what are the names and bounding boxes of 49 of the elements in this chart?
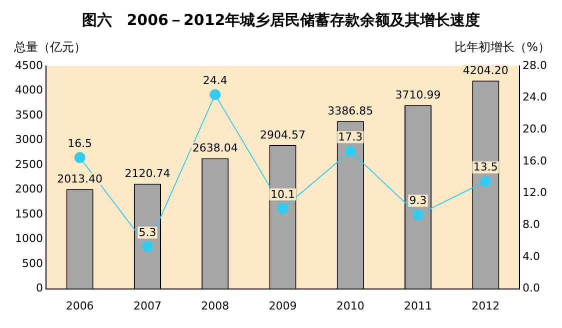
y-tick-label: 500 [22, 256, 43, 270]
x-tick-label: 2011 [404, 299, 432, 312]
x-tick-label: 2010 [336, 299, 364, 312]
y-tick-label: 4500 [14, 58, 43, 72]
data-label: 5.3 [138, 226, 156, 239]
data-label: 16.5 [68, 136, 92, 150]
y-tick-label: 1500 [14, 207, 43, 220]
point [344, 146, 356, 157]
y2-tick-label: 24.0 [522, 90, 548, 104]
y2-tick-label: 16.0 [522, 154, 548, 168]
y-tick-label: 2000 [14, 182, 43, 196]
data-label: 13.5 [473, 160, 498, 174]
data-label: 2638.04 [192, 142, 238, 155]
data-label: 2120.74 [124, 167, 170, 180]
y2-axis-title: 比年初增长（%） [454, 40, 550, 54]
y-tick-label: 0 [36, 282, 43, 295]
data-label: 17.3 [338, 130, 363, 144]
chart-title: 图六 2006－2012年城乡居民储蓄存款余额及其增长速度 [82, 10, 480, 29]
y2-tick-label: 12.0 [522, 186, 548, 200]
data-label: 9.3 [409, 194, 427, 208]
x-tick-label: 2007 [133, 299, 162, 312]
y2-tick-label: 8.0 [522, 218, 540, 231]
data-label: 10.1 [270, 188, 295, 201]
x-tick-label: 2012 [472, 299, 500, 312]
data-label: 2013.40 [57, 172, 103, 186]
y-tick-label: 1000 [14, 232, 43, 246]
y2-tick-label: 0.0 [522, 282, 540, 295]
x-tick-label: 2008 [201, 299, 230, 312]
point [142, 241, 153, 252]
data-label: 3386.85 [328, 104, 374, 118]
data-label: 3710.99 [395, 88, 441, 102]
data-label: 24.4 [202, 74, 228, 88]
point [74, 152, 86, 164]
y2-tick-label: 28.0 [522, 58, 548, 72]
point [210, 89, 221, 100]
y-axis-title: 总量（亿元） [13, 40, 86, 54]
data-label: 4204.20 [462, 64, 508, 78]
point [412, 209, 424, 220]
x-tick-label: 2009 [268, 299, 297, 312]
y2-tick-label: 20.0 [522, 122, 548, 136]
point [480, 176, 492, 187]
data-label: 2904.57 [260, 128, 306, 142]
y-tick-label: 2500 [14, 158, 43, 171]
x-tick-label: 2006 [66, 299, 94, 312]
y-tick-label: 3000 [14, 133, 43, 146]
point [277, 202, 288, 214]
y-tick-label: 3500 [14, 108, 43, 122]
y2-tick-label: 4.0 [522, 250, 540, 263]
y-tick-label: 4000 [14, 84, 43, 97]
